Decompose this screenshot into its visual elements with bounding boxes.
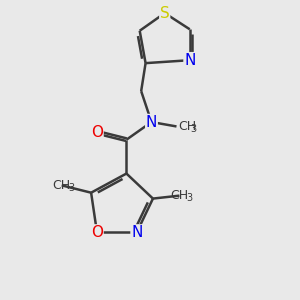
Text: N: N <box>131 225 142 240</box>
Text: O: O <box>91 225 103 240</box>
Text: CH: CH <box>170 189 188 202</box>
Text: CH: CH <box>52 179 71 192</box>
Text: S: S <box>160 6 169 21</box>
Text: 3: 3 <box>190 124 197 134</box>
Text: O: O <box>91 125 103 140</box>
Text: 3: 3 <box>68 183 74 193</box>
Text: N: N <box>146 115 157 130</box>
Text: 3: 3 <box>186 193 192 203</box>
Text: N: N <box>184 53 195 68</box>
Text: CH: CH <box>178 120 196 133</box>
